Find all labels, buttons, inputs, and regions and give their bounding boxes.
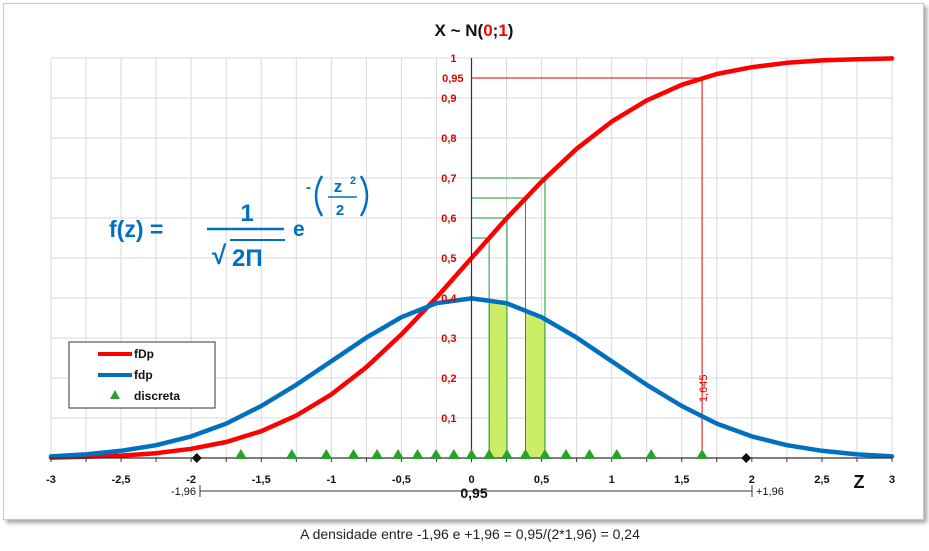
discreta-point xyxy=(583,449,596,459)
chart-title: X ~ N(0;1) xyxy=(435,21,514,40)
discreta-point xyxy=(465,449,478,459)
chart-title-part: ; xyxy=(493,21,499,40)
formula-numerator: 1 xyxy=(240,200,253,227)
formula-lhs: f(z) = xyxy=(109,216,163,242)
x-tick-label: -2 xyxy=(186,474,196,486)
y-tick-label: 0,8 xyxy=(441,133,456,145)
discreta-point xyxy=(234,449,247,459)
interval-center-label: 0,95 xyxy=(460,485,487,501)
critical-value-marker xyxy=(191,453,202,463)
chart-frame: 1,645 -3 -2,5 -2 -1,5 -1 -0,5 0 0,5 1 1,5 2 2,5 3 0,1… xyxy=(3,3,924,520)
y-tick-label: 0,7 xyxy=(441,173,456,185)
x-tick-label: -1,5 xyxy=(252,474,271,486)
formula-right-paren xyxy=(359,175,369,217)
y-tick-label: 0,1 xyxy=(441,413,456,425)
y-tick-label: 0,9 xyxy=(441,93,456,105)
y-tick-label-extra: 0,95 xyxy=(442,73,463,85)
discreta-point xyxy=(392,449,405,459)
discreta-point xyxy=(411,449,424,459)
y-tick-label: 0,4 xyxy=(441,293,457,305)
discreta-point xyxy=(371,449,384,459)
interval-bracket: -1,96 0,95 +1,96 xyxy=(171,485,784,501)
red-guide-label: 1,645 xyxy=(698,374,710,402)
discreta-point xyxy=(430,449,443,459)
formula-radical-sign: √ xyxy=(212,240,227,270)
caption: A densidade entre -1,96 e +1,96 = 0,95/(… xyxy=(300,526,640,542)
chart-title-part: ) xyxy=(508,21,514,40)
x-tick-label: -1 xyxy=(326,474,336,486)
formula-exponent-denominator: 2 xyxy=(336,202,344,219)
y-tick-label: 0,2 xyxy=(441,373,456,385)
y-tick-label: 0,5 xyxy=(441,253,456,265)
discreta-point xyxy=(519,449,532,459)
x-tick-label: -0,5 xyxy=(392,474,411,486)
formula-exponent-power: 2 xyxy=(350,175,356,187)
x-tick-label: 0,5 xyxy=(534,474,549,486)
highlight-band xyxy=(525,309,546,459)
discreta-point xyxy=(320,449,333,459)
formula-exponential-base: e xyxy=(293,218,305,241)
discreta-point xyxy=(610,449,623,459)
highlight-band xyxy=(488,299,508,459)
chart-title-part: 1 xyxy=(498,21,507,40)
formula-exponent-minus: - xyxy=(306,179,311,196)
x-tick-label: 1 xyxy=(609,474,615,486)
highlight-bands xyxy=(488,299,546,459)
x-tick-label: 2 xyxy=(749,474,755,486)
discreta-point xyxy=(285,449,298,459)
y-tick-label: 0,3 xyxy=(441,333,456,345)
x-axis-label: Z xyxy=(854,472,865,492)
x-tick-label: -2,5 xyxy=(112,474,131,486)
chart-title-part: 0 xyxy=(483,21,492,40)
critical-value-marker xyxy=(741,453,752,463)
x-tick-label: -3 xyxy=(46,474,56,486)
x-tick-label: 3 xyxy=(889,474,895,486)
discreta-point xyxy=(483,449,496,459)
density-formula: f(z) = 1 √ 2Π e - z 2 2 xyxy=(109,175,369,272)
discreta-point xyxy=(447,449,460,459)
interval-right-label: +1,96 xyxy=(756,486,784,498)
formula-left-paren xyxy=(314,175,324,217)
markers xyxy=(191,449,752,463)
discreta-point xyxy=(538,449,551,459)
tick-labels: -3 -2,5 -2 -1,5 -1 -0,5 0 0,5 1 1,5 2 2,5 30,10,20,3… xyxy=(46,53,895,486)
legend-label-fdp: fdp xyxy=(134,368,153,382)
legend-label-discreta: discreta xyxy=(134,389,180,403)
x-tick-label: 2,5 xyxy=(814,474,829,486)
formula-radicand: 2Π xyxy=(232,245,263,272)
discreta-point xyxy=(347,449,360,459)
formula-exponent-z: z xyxy=(334,177,343,196)
normal-distribution-chart: 1,645 -3 -2,5 -2 -1,5 -1 -0,5 0 0,5 1 1,5 2 2,5 30,1… xyxy=(46,21,895,501)
discreta-point xyxy=(645,449,658,459)
x-tick-label: 0 xyxy=(468,474,474,486)
discreta-point xyxy=(696,449,709,459)
chart-title-part: X ~ N( xyxy=(435,21,484,40)
y-tick-label: 1 xyxy=(450,53,456,65)
legend-box xyxy=(68,341,216,409)
y-tick-label: 0,6 xyxy=(441,213,456,225)
legend: fDp fdp discreta xyxy=(68,341,216,409)
guide-lines: 1,645 xyxy=(471,77,710,458)
discreta-point xyxy=(559,449,572,459)
legend-label-fDp: fDp xyxy=(134,347,154,361)
discreta-point xyxy=(500,449,513,459)
legend-swatch-discreta xyxy=(110,390,120,399)
interval-left-label: -1,96 xyxy=(171,486,196,498)
x-tick-label: 1,5 xyxy=(674,474,689,486)
